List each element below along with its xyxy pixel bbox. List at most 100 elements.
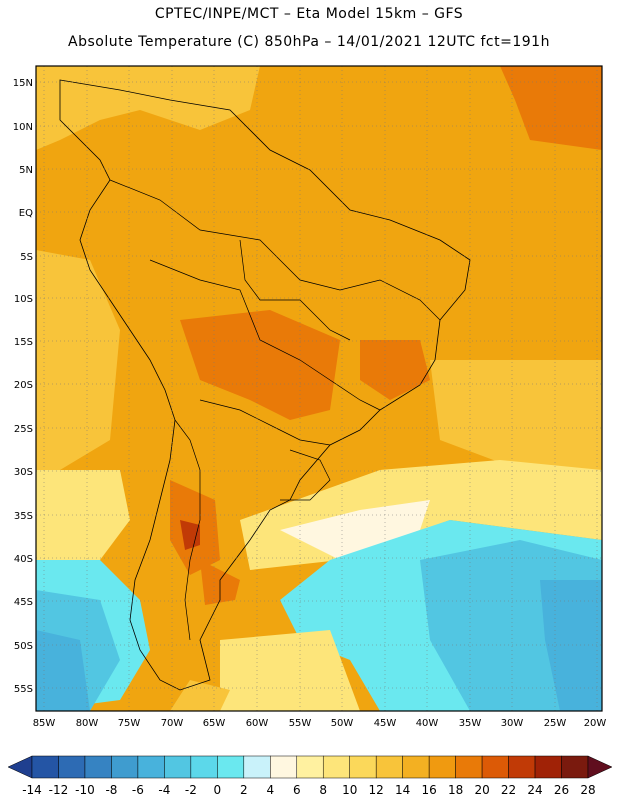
south-america-coastline	[59, 79, 471, 691]
colorbar-swatch	[455, 755, 483, 779]
colorbar-label: 14	[395, 783, 410, 797]
colorbar-legend: -14 -12 -10 -8 -6 -4 -2 0 2 4 6 8 10 12 14 16 18 20 22 24 26…	[7, 755, 613, 797]
field-central-warm	[180, 310, 340, 420]
colorbar-label: -6	[132, 783, 144, 797]
lat-label: EQ	[19, 208, 33, 219]
colorbar-max-arrow	[587, 755, 613, 779]
border-uruguay	[280, 449, 331, 501]
lon-label: 20W	[584, 718, 607, 729]
colorbar-swatch	[534, 755, 562, 779]
colorbar-swatch	[164, 755, 192, 779]
colorbar-swatch	[375, 755, 403, 779]
colorbar-label: -12	[49, 783, 69, 797]
colorbar-swatch	[322, 755, 350, 779]
map-title-line-2: Absolute Temperature (C) 850hPa – 14/01/…	[68, 34, 550, 50]
latitude-axis: 15N 10N 5N EQ 5S 10S 15S 20S 25S 30S 35S…	[13, 78, 33, 695]
colorbar-swatch	[31, 755, 59, 779]
field-atlantic-light	[430, 360, 602, 470]
colorbar-swatch	[402, 755, 430, 779]
colorbar-label: 20	[474, 783, 489, 797]
longitude-axis: 85W 80W 75W 70W 65W 60W 55W 50W 45W 40W …	[33, 718, 607, 729]
lat-label: 20S	[14, 380, 33, 391]
colorbar-swatch	[296, 755, 324, 779]
lat-label: 25S	[14, 424, 33, 435]
colorbar-label: 12	[369, 783, 384, 797]
lat-label: 10N	[13, 122, 33, 133]
lon-label: 80W	[76, 718, 99, 729]
lat-label: 15S	[14, 337, 33, 348]
lon-label: 25W	[544, 718, 567, 729]
field-pacific-light	[36, 250, 120, 470]
colorbar-label: 8	[319, 783, 327, 797]
colorbar-label: 0	[214, 783, 222, 797]
lon-label: 40W	[416, 718, 439, 729]
colorbar-label: 28	[580, 783, 595, 797]
field-northeast-warm	[500, 66, 602, 150]
colorbar-label: 4	[266, 783, 274, 797]
colorbar-swatch	[111, 755, 139, 779]
colorbar-swatch	[58, 755, 86, 779]
lat-label: 30S	[14, 467, 33, 478]
lat-label: 15N	[13, 78, 33, 89]
lon-label: 75W	[118, 718, 141, 729]
field-southpacific-yellow	[36, 470, 130, 560]
colorbar-label: -14	[22, 783, 42, 797]
lat-label: 5N	[19, 165, 33, 176]
field-coldest-west	[36, 630, 90, 711]
border-paraguay	[199, 399, 331, 446]
field-drake-yellow	[220, 630, 360, 711]
colorbar-swatch	[137, 755, 165, 779]
border-north	[109, 179, 441, 321]
lat-label: 50S	[14, 641, 33, 652]
colorbar-label: 2	[240, 783, 248, 797]
colorbar-swatch	[428, 755, 456, 779]
map-title-line-1: CPTEC/INPE/MCT – Eta Model 15km – GFS	[154, 6, 464, 22]
colorbar-label: -2	[185, 783, 197, 797]
border-central	[149, 259, 381, 411]
lon-label: 55W	[289, 718, 312, 729]
temperature-field	[36, 66, 602, 711]
lon-label: 65W	[203, 718, 226, 729]
lon-label: 70W	[161, 718, 184, 729]
map-frame	[35, 65, 603, 712]
colorbar-swatch	[84, 755, 112, 779]
lat-label: 45S	[14, 597, 33, 608]
colorbar-swatch	[190, 755, 218, 779]
colorbar-swatch	[270, 755, 298, 779]
lat-label: 55S	[14, 684, 33, 695]
field-brazil-warm	[360, 340, 430, 400]
colorbar-label: 22	[501, 783, 516, 797]
lon-label: 30W	[501, 718, 524, 729]
lon-label: 45W	[374, 718, 397, 729]
colorbar-label: -10	[75, 783, 95, 797]
colorbar-label: 16	[422, 783, 437, 797]
colorbar-swatch	[561, 755, 589, 779]
colorbar-swatch	[349, 755, 377, 779]
colorbar-label: -4	[158, 783, 170, 797]
lon-label: 85W	[33, 718, 56, 729]
lat-label: 40S	[14, 554, 33, 565]
colorbar-label: 10	[342, 783, 357, 797]
lat-label: 10S	[14, 294, 33, 305]
colorbar-label: 6	[293, 783, 301, 797]
lon-label: 60W	[246, 718, 269, 729]
lat-label: 5S	[20, 252, 33, 263]
field-north-light	[36, 66, 260, 150]
field-hotspot	[180, 520, 200, 550]
border-chile-argentina	[174, 419, 201, 641]
colorbar-min-arrow	[7, 755, 33, 779]
lon-label: 50W	[331, 718, 354, 729]
lat-label: 35S	[14, 511, 33, 522]
colorbar-swatch	[217, 755, 245, 779]
colorbar-label: 26	[554, 783, 569, 797]
colorbar-label: -8	[105, 783, 117, 797]
border-brazil-inner	[239, 239, 351, 341]
colorbar-label: 18	[448, 783, 463, 797]
colorbar-swatch	[243, 755, 271, 779]
colorbar-label: 24	[527, 783, 542, 797]
colorbar-swatch	[481, 755, 509, 779]
field-coldest-east	[540, 580, 602, 711]
colorbar-swatch	[508, 755, 536, 779]
lon-label: 35W	[459, 718, 482, 729]
